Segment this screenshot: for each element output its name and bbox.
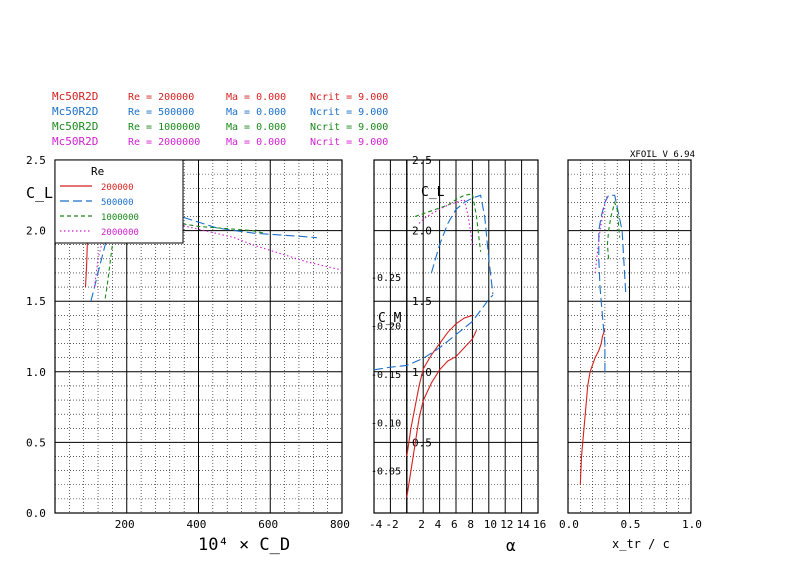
alpha-cm-tick-label: -0.05 (371, 467, 401, 478)
polar-xtick-label: 200 (115, 518, 135, 531)
legend: Re 200000 500000 1000000 2000000 (54, 159, 184, 244)
header-re: Re = 1000000 (128, 122, 200, 133)
polar-series-1000000 (104, 210, 266, 299)
xtr-xtick-label: 1.0 (682, 518, 702, 531)
header-airfoil: Mc50R2D (52, 120, 98, 133)
polar-ytick-label: 0.0 (26, 507, 46, 520)
polar-ytick-label: 0.5 (26, 436, 46, 449)
xtr-series-500000 (598, 194, 627, 372)
header-re: Re = 2000000 (128, 137, 200, 148)
xtr-series-2000000 (594, 195, 608, 274)
alpha-xtick-label: 10 (484, 518, 497, 531)
polar-ylabel-cl: C_L (26, 184, 53, 202)
header-ma: Ma = 0.000 (226, 107, 286, 118)
header-ma: Ma = 0.000 (226, 92, 286, 103)
plot-frame (567, 159, 692, 514)
alpha-xlabel: α (506, 536, 516, 555)
alpha-xtick-label: 6 (451, 518, 458, 531)
legend-title: Re (91, 165, 104, 178)
header-airfoil: Mc50R2D (52, 90, 98, 103)
legend-label-2000000: 2000000 (101, 228, 139, 238)
polar-ytick-label: 1.5 (26, 295, 46, 308)
alpha-cl-tick-label: 0.5 (412, 436, 432, 449)
alpha-ylabel-cl: C_L (421, 185, 445, 200)
alpha-cl-series-1000000 (414, 193, 482, 252)
polar-ytick-label: 1.0 (26, 366, 46, 379)
header-ma: Ma = 0.000 (226, 122, 286, 133)
alpha-cm-tick-label: -0.25 (371, 273, 401, 284)
alpha-xtick-label: 14 (517, 518, 531, 531)
header-airfoil: Mc50R2D (52, 135, 98, 148)
alpha-cl-tick-label: 2.0 (412, 225, 432, 238)
plot-frame (373, 159, 539, 514)
header-ncrit: Ncrit = 9.000 (310, 122, 388, 133)
xtr-xtick-label: 0.5 (621, 518, 641, 531)
xtr-series-1000000 (606, 200, 621, 259)
alpha-ylabel-cm: C_M (378, 311, 402, 326)
plot-frame (54, 159, 343, 514)
panel-drag-polar: 0.0 0.5 1.0 1.5 2.0 2.5 200 400 600 800 (26, 154, 350, 531)
alpha-xtick-label: 8 (467, 518, 474, 531)
header-ma: Ma = 0.000 (226, 137, 286, 148)
polar-xlabel: 10⁴ × C_D (198, 535, 290, 555)
version-label: XFOIL V 6.94 (630, 150, 695, 160)
polar-xtick-label: 800 (330, 518, 350, 531)
xtr-xtick-label: 0.0 (559, 518, 579, 531)
xtr-series-200000 (579, 329, 606, 485)
polar-ytick-label: 2.5 (26, 154, 46, 167)
alpha-xtick-label: 4 (435, 518, 442, 531)
alpha-cl-series-2000000 (418, 198, 473, 245)
polar-ytick-label: 2.0 (26, 225, 46, 238)
alpha-cl-tick-label: 2.5 (412, 154, 432, 167)
header-rows: Mc50R2D Re = 200000 Ma = 0.000 Ncrit = 9.00… (52, 90, 388, 148)
polar-xtick-label: 400 (187, 518, 207, 531)
alpha-cm-series-500000 (373, 294, 494, 371)
polar-xtick-label: 600 (258, 518, 278, 531)
legend-label-1000000: 1000000 (101, 213, 139, 223)
panel-transition: 0.0 0.5 1.0 (559, 159, 702, 531)
alpha-xtick-label: -4 (369, 518, 383, 531)
header-re: Re = 500000 (128, 107, 194, 118)
header-ncrit: Ncrit = 9.000 (310, 92, 388, 103)
alpha-cm-tick-label: -0.10 (371, 418, 401, 429)
alpha-cl-tick-label: 1.5 (412, 295, 432, 308)
legend-label-500000: 500000 (101, 198, 134, 208)
header-ncrit: Ncrit = 9.000 (310, 107, 388, 118)
header-re: Re = 200000 (128, 92, 194, 103)
alpha-cm-tick-label: -0.20 (371, 322, 401, 333)
legend-label-200000: 200000 (101, 183, 134, 193)
xtr-xlabel: x_tr / c (612, 537, 670, 551)
header-ncrit: Ncrit = 9.000 (310, 137, 388, 148)
alpha-xtick-label: 16 (533, 518, 546, 531)
alpha-xtick-label: 2 (418, 518, 425, 531)
header-airfoil: Mc50R2D (52, 105, 98, 118)
alpha-xtick-label: -2 (385, 518, 398, 531)
alpha-cl-series-500000 (430, 194, 494, 295)
alpha-cm-series-200000 (406, 329, 477, 498)
panel-alpha-cl-cm: 0.51.01.52.02.5-0.05-0.10-0.15-0.20-0.25… (369, 154, 546, 531)
alpha-cl-series-200000 (406, 314, 473, 457)
alpha-cm-tick-label: -0.15 (371, 370, 401, 381)
alpha-xtick-label: 12 (500, 518, 513, 531)
